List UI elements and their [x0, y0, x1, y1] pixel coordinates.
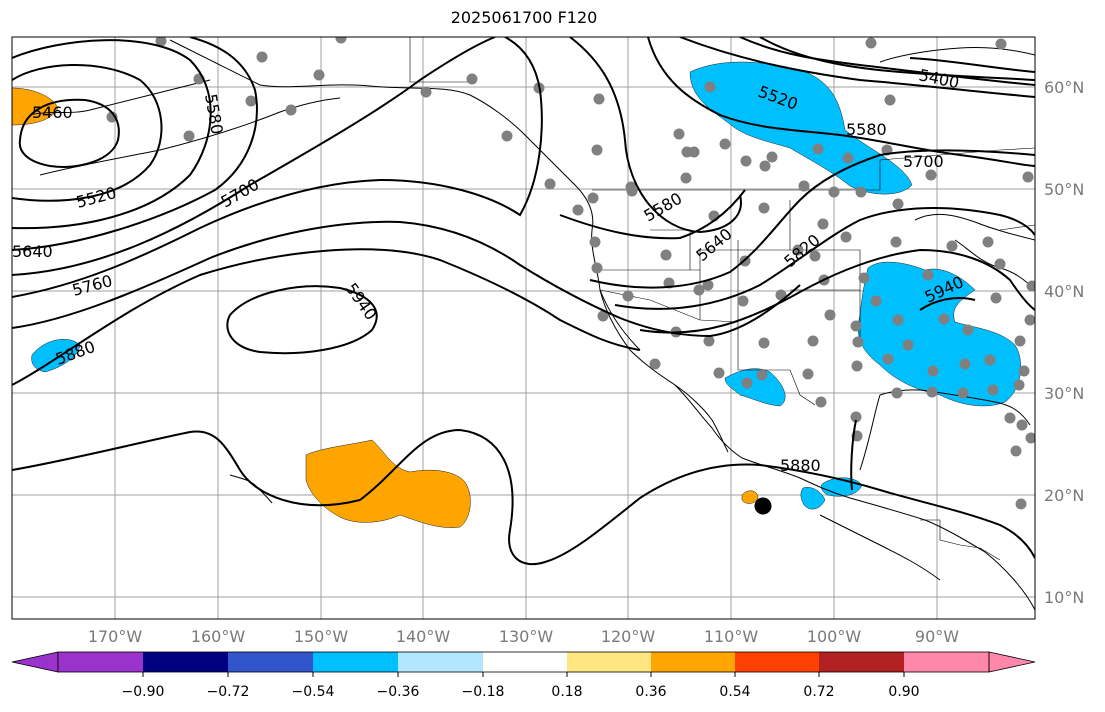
colorbar-tick-label: −0.36: [377, 684, 420, 700]
storm-center-marker: [754, 497, 772, 515]
contour-label: 5580: [846, 120, 887, 139]
map-frame: [11, 36, 1036, 620]
colorbar: −0.90 −0.72 −0.54 −0.36 −0.18 0.18 0.36 …: [11, 651, 1036, 700]
lat-label: 60°N: [1044, 78, 1084, 97]
borders: [409, 37, 1035, 561]
negative-anomaly-shading: [31, 61, 1021, 510]
lat-label: 20°N: [1044, 486, 1084, 505]
contour-label: 5400: [917, 65, 961, 92]
colorbar-segment: [651, 652, 735, 672]
colorbar-segment: [735, 652, 819, 672]
lon-label: 150°W: [294, 627, 349, 646]
colorbar-tick-label: −0.90: [122, 684, 165, 700]
lat-label: 30°N: [1044, 384, 1084, 403]
colorbar-tick-label: −0.18: [462, 684, 505, 700]
colorbar-tick-label: 0.36: [635, 684, 666, 700]
colorbar-min-extension: [11, 651, 59, 673]
lon-label: 110°W: [704, 627, 759, 646]
colorbar-segment: [58, 652, 143, 672]
positive-anomaly-shading: [12, 87, 759, 528]
colorbar-tick-label: 0.90: [888, 684, 919, 700]
contour-label: 5520: [74, 183, 118, 212]
contour-label: 5940: [342, 279, 381, 323]
lon-label: 130°W: [499, 627, 554, 646]
lat-label: 50°N: [1044, 180, 1084, 199]
colorbar-segment: [143, 652, 228, 672]
colorbar-tick-label: 0.54: [719, 684, 750, 700]
contour-label: 5760: [70, 271, 114, 300]
latitude-labels: 60°N 50°N 40°N 30°N 20°N 10°N: [1044, 78, 1084, 607]
lon-label: 120°W: [601, 627, 656, 646]
lon-label: 160°W: [191, 627, 246, 646]
colorbar-segment: [228, 652, 313, 672]
colorbar-segment: [313, 652, 398, 672]
height-contours: [12, 37, 1035, 566]
longitude-labels: 170°W 160°W 150°W 140°W 130°W 120°W 110°…: [88, 627, 959, 646]
map-title: 2025061700 F120: [450, 8, 598, 27]
lon-label: 170°W: [88, 627, 143, 646]
contour-label: 5580: [641, 189, 686, 226]
colorbar-tick-label: 0.72: [803, 684, 834, 700]
contour-label: 5640: [12, 242, 53, 261]
colorbar-max-extension: [988, 651, 1036, 673]
colorbar-segment: [398, 652, 483, 672]
colorbar-ticks: [142, 672, 905, 677]
colorbar-tick-label: 0.18: [551, 684, 582, 700]
station-dots: [106, 37, 1035, 510]
lon-label: 90°W: [915, 627, 959, 646]
contour-label: 5820: [780, 230, 823, 271]
contour-label: 5580: [201, 92, 227, 135]
colorbar-tick-label: −0.54: [292, 684, 335, 700]
lat-label: 40°N: [1044, 282, 1084, 301]
contour-label: 5880: [780, 456, 821, 475]
coastlines: [29, 39, 1035, 611]
colorbar-segment: [567, 652, 651, 672]
contour-label: 5700: [903, 152, 944, 171]
lat-label: 10°N: [1044, 588, 1084, 607]
colorbar-segment: [483, 652, 567, 672]
lon-label: 100°W: [807, 627, 862, 646]
colorbar-segment: [904, 652, 989, 672]
lon-label: 140°W: [396, 627, 451, 646]
colorbar-segment: [819, 652, 904, 672]
colorbar-tick-label: −0.72: [207, 684, 250, 700]
contour-label: 5460: [32, 103, 73, 122]
